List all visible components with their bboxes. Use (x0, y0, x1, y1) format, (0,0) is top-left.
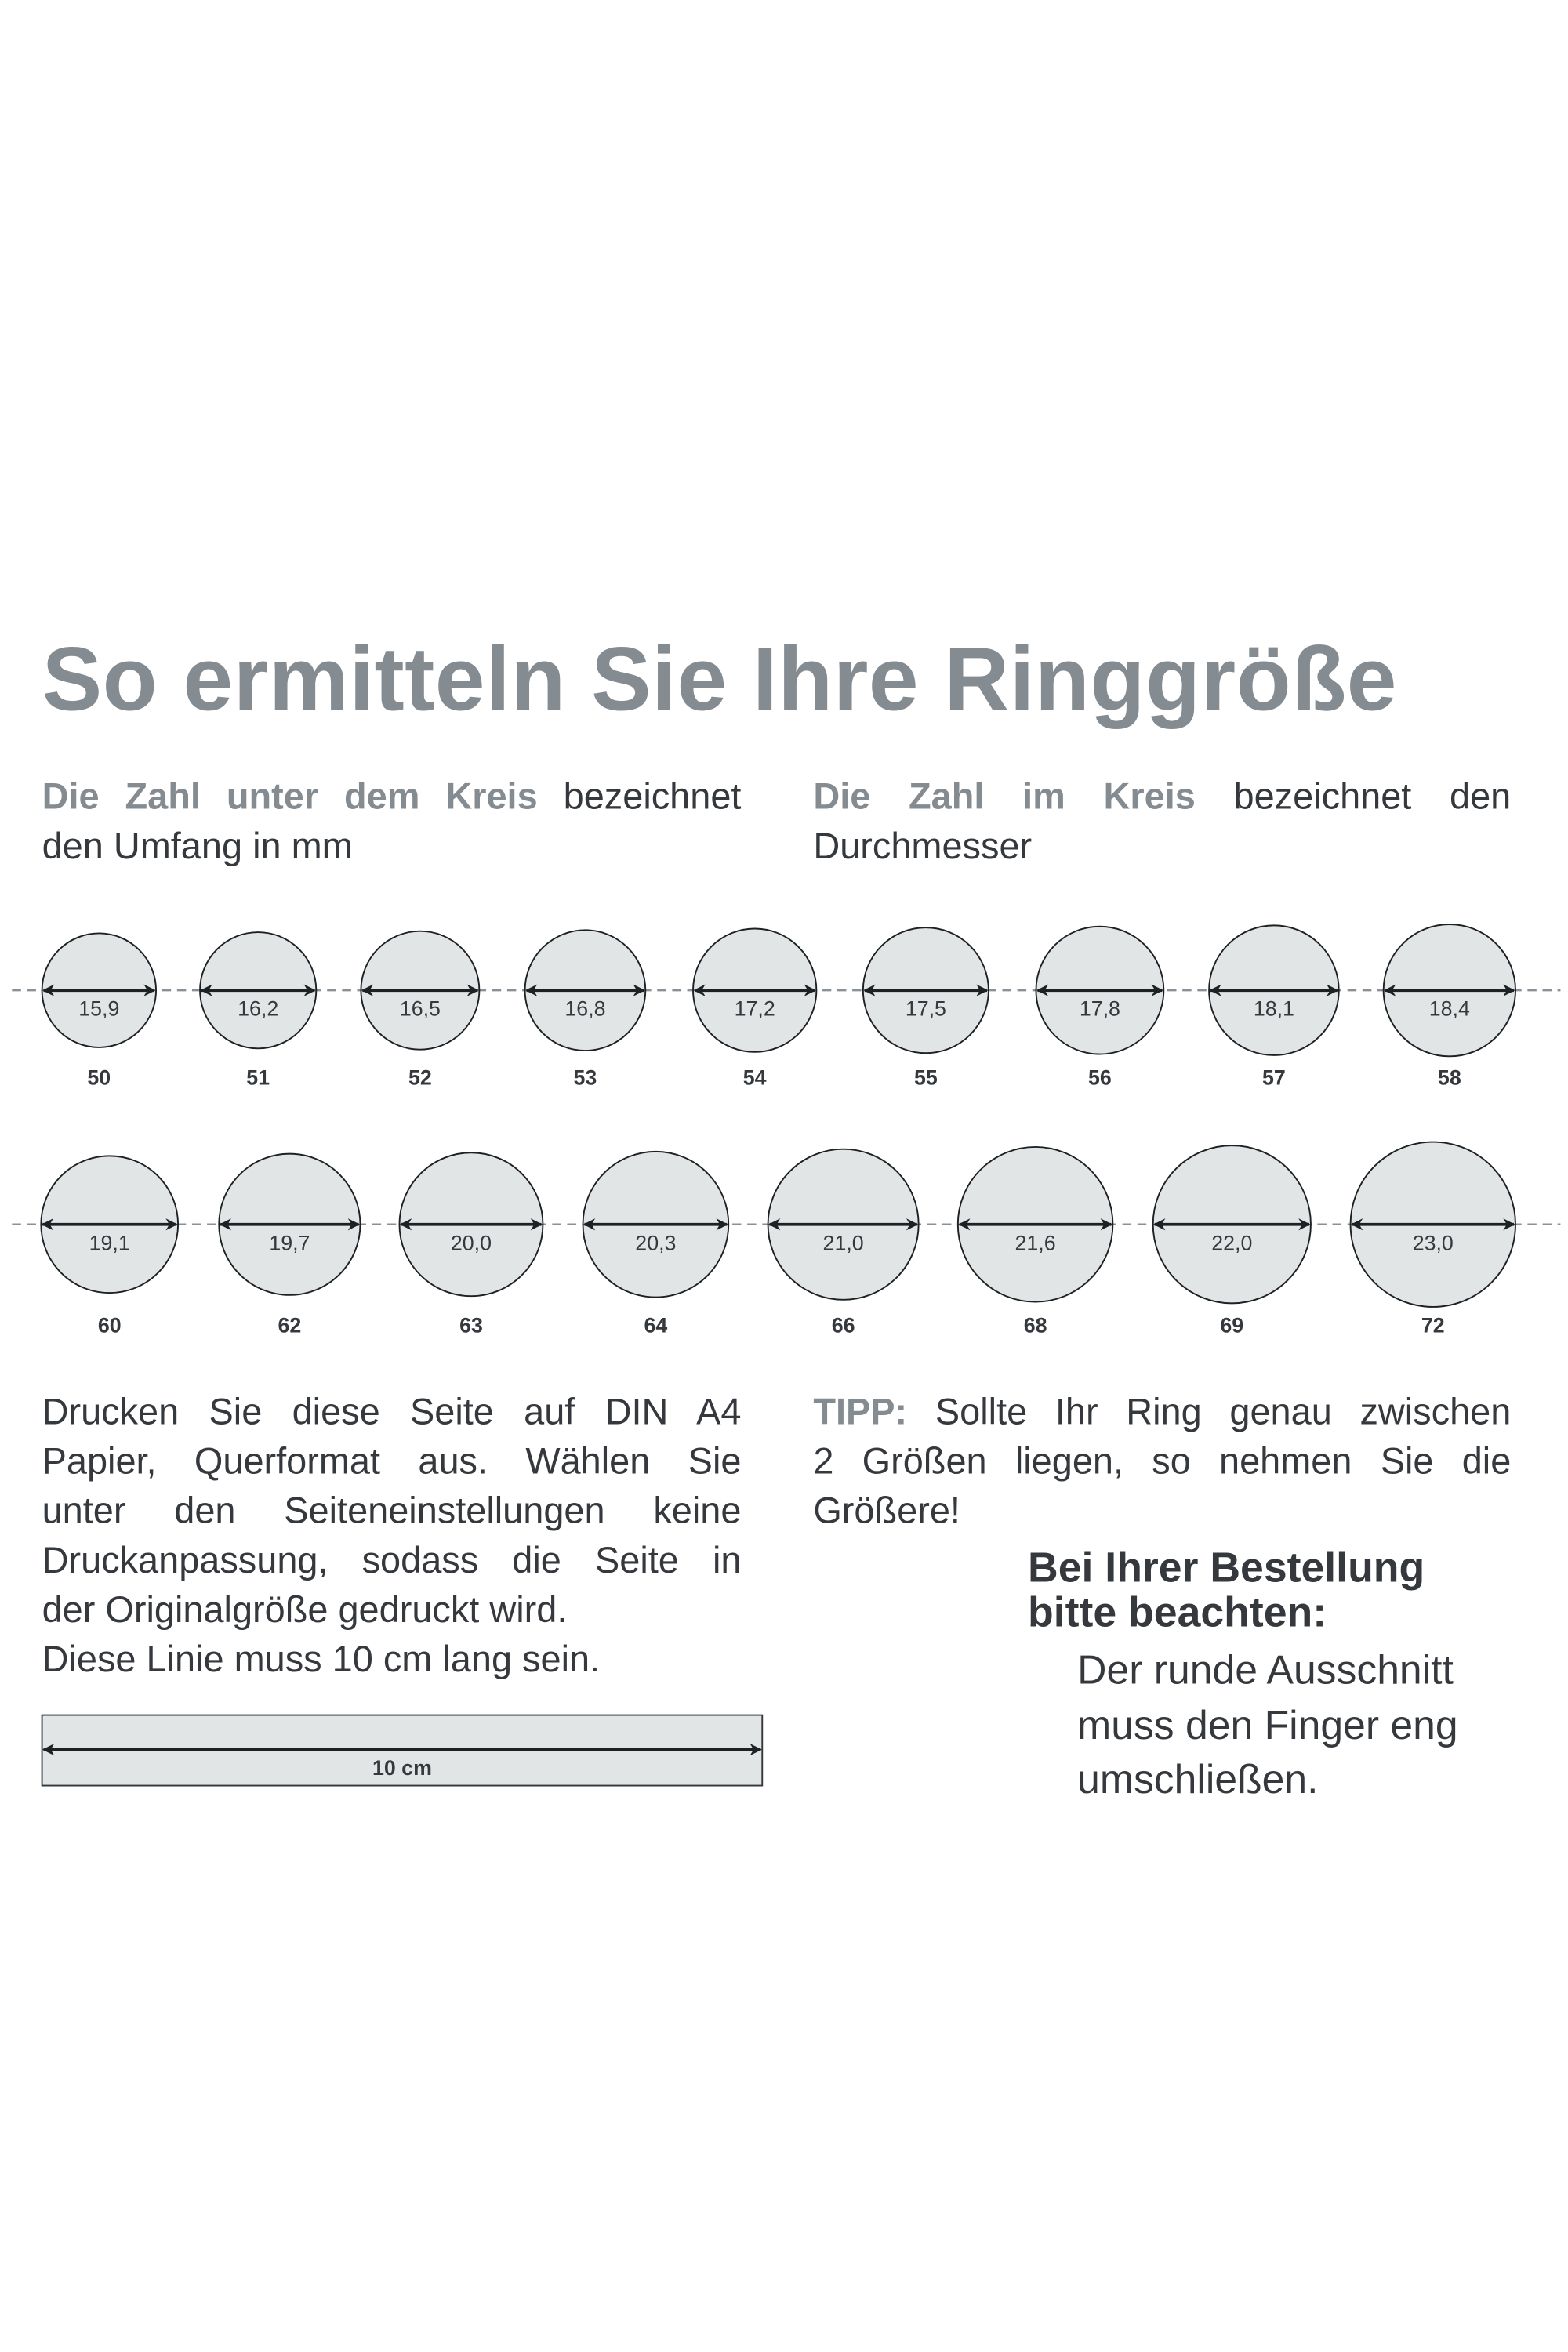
size-label: 60 (98, 1314, 122, 1338)
note-body-line: umschließen. (1077, 1757, 1319, 1802)
note-body-line: Der runde Ausschnitt (1077, 1647, 1454, 1693)
tip-text: 2 Größen liegen, so nehmen Sie die (813, 1442, 1512, 1483)
diameter-label: 18,1 (1254, 997, 1294, 1021)
ring-size-69: 22,0 69 (1152, 1145, 1312, 1338)
diameter-label: 18,4 (1429, 997, 1470, 1021)
ring-size-55: 17,5 55 (862, 927, 989, 1090)
diameter-label: 15,9 (78, 997, 119, 1021)
diameter-label: 22,0 (1211, 1231, 1252, 1254)
size-label: 52 (408, 1066, 432, 1090)
size-label: 64 (644, 1314, 667, 1338)
diameter-label: 20,3 (635, 1231, 676, 1254)
tip-text: Sollte Ihr Ring genau zwischen (935, 1392, 1512, 1433)
ring-size-51: 16,2 51 (199, 931, 318, 1090)
ring-size-63: 20,0 63 (398, 1152, 544, 1338)
ring-size-66: 21,0 66 (767, 1148, 920, 1338)
size-label: 62 (278, 1314, 301, 1338)
instruction-line: unter den Seiteneinstellungen keine (42, 1491, 742, 1533)
diameter-label: 17,5 (906, 997, 946, 1021)
size-label: 51 (246, 1066, 270, 1090)
ruler-label: 10 cm (372, 1756, 432, 1780)
size-label: 50 (87, 1066, 111, 1090)
size-label: 57 (1262, 1066, 1286, 1090)
size-label: 54 (743, 1066, 767, 1090)
print-instructions: Drucken Sie diese Seite auf DIN A4 Papie… (42, 1388, 742, 1685)
note-heading-line: bitte beachten: (1028, 1588, 1327, 1636)
ring-size-53: 16,8 53 (524, 929, 647, 1090)
ruler-10cm: 10 cm (41, 1714, 764, 1787)
size-label: 58 (1438, 1066, 1461, 1090)
ring-size-56: 17,8 56 (1035, 925, 1165, 1090)
ring-size-52: 16,5 52 (360, 930, 481, 1090)
intro-left-highlight: Die Zahl unter dem Kreis (42, 777, 538, 818)
note-heading: Bei Ihrer Bestellung bitte beachten: (1028, 1544, 1425, 1636)
page-title: So ermitteln Sie Ihre Ringgröße (42, 628, 1397, 730)
intro-right-line2: Durchmesser (813, 826, 1033, 868)
instruction-line: Drucken Sie diese Seite auf DIN A4 (42, 1392, 742, 1433)
tip: TIPP: Sollte Ihr Ring genau zwischen 2 G… (813, 1388, 1511, 1536)
ring-size-64: 20,3 64 (582, 1150, 730, 1338)
size-label: 56 (1088, 1066, 1112, 1090)
diameter-label: 19,1 (89, 1231, 130, 1254)
ring-size-57: 18,1 57 (1208, 924, 1340, 1090)
diameter-label: 23,0 (1413, 1231, 1454, 1254)
diameter-label: 16,5 (400, 997, 441, 1021)
diameter-label: 16,8 (564, 997, 605, 1021)
size-label: 53 (574, 1066, 597, 1090)
ring-size-62: 19,7 62 (218, 1152, 361, 1338)
size-label: 68 (1024, 1314, 1047, 1338)
diameter-label: 19,7 (269, 1231, 310, 1254)
tip-text: Größere! (813, 1491, 960, 1533)
diameter-label: 16,2 (238, 997, 278, 1021)
diameter-label: 20,0 (451, 1231, 492, 1254)
diameter-label: 21,6 (1015, 1231, 1056, 1254)
tip-label: TIPP: (813, 1392, 908, 1433)
intro-right: Die Zahl im Kreis bezeichnet den Durchme… (813, 773, 1511, 872)
size-label: 55 (914, 1066, 938, 1090)
intro-left-text: bezeichnet (563, 777, 742, 818)
instruction-line: Diese Linie muss 10 cm lang sein. (42, 1639, 601, 1681)
size-label: 69 (1220, 1314, 1243, 1338)
size-label: 72 (1421, 1314, 1445, 1338)
diameter-label: 21,0 (823, 1231, 864, 1254)
size-label: 66 (832, 1314, 855, 1338)
ring-size-58: 18,4 58 (1382, 924, 1516, 1090)
ring-size-60: 19,1 60 (40, 1155, 180, 1338)
note-body: Der runde Ausschnitt muss den Finger eng… (1077, 1643, 1457, 1808)
diameter-label: 17,8 (1080, 997, 1120, 1021)
diameter-label: 17,2 (735, 997, 775, 1021)
instruction-line: Papier, Querformat aus. Wählen Sie (42, 1442, 742, 1483)
note-heading-line: Bei Ihrer Bestellung (1028, 1544, 1425, 1591)
instruction-line: der Originalgröße gedruckt wird. (42, 1590, 568, 1632)
intro-left: Die Zahl unter dem Kreis bezeichnet den … (42, 773, 742, 872)
instruction-line: Druckanpassung, sodass die Seite in (42, 1541, 742, 1582)
ring-size-54: 17,2 54 (692, 927, 818, 1090)
ring-size-72: 23,0 72 (1349, 1141, 1516, 1338)
intro-right-text: bezeichnet den (1233, 777, 1512, 818)
note-body-line: muss den Finger eng (1077, 1702, 1458, 1748)
ring-size-50: 15,9 50 (41, 932, 158, 1090)
intro-left-line2: den Umfang in mm (42, 826, 353, 868)
ring-size-68: 21,6 68 (956, 1145, 1114, 1338)
size-label: 63 (459, 1314, 483, 1338)
intro-right-highlight: Die Zahl im Kreis (813, 777, 1196, 818)
